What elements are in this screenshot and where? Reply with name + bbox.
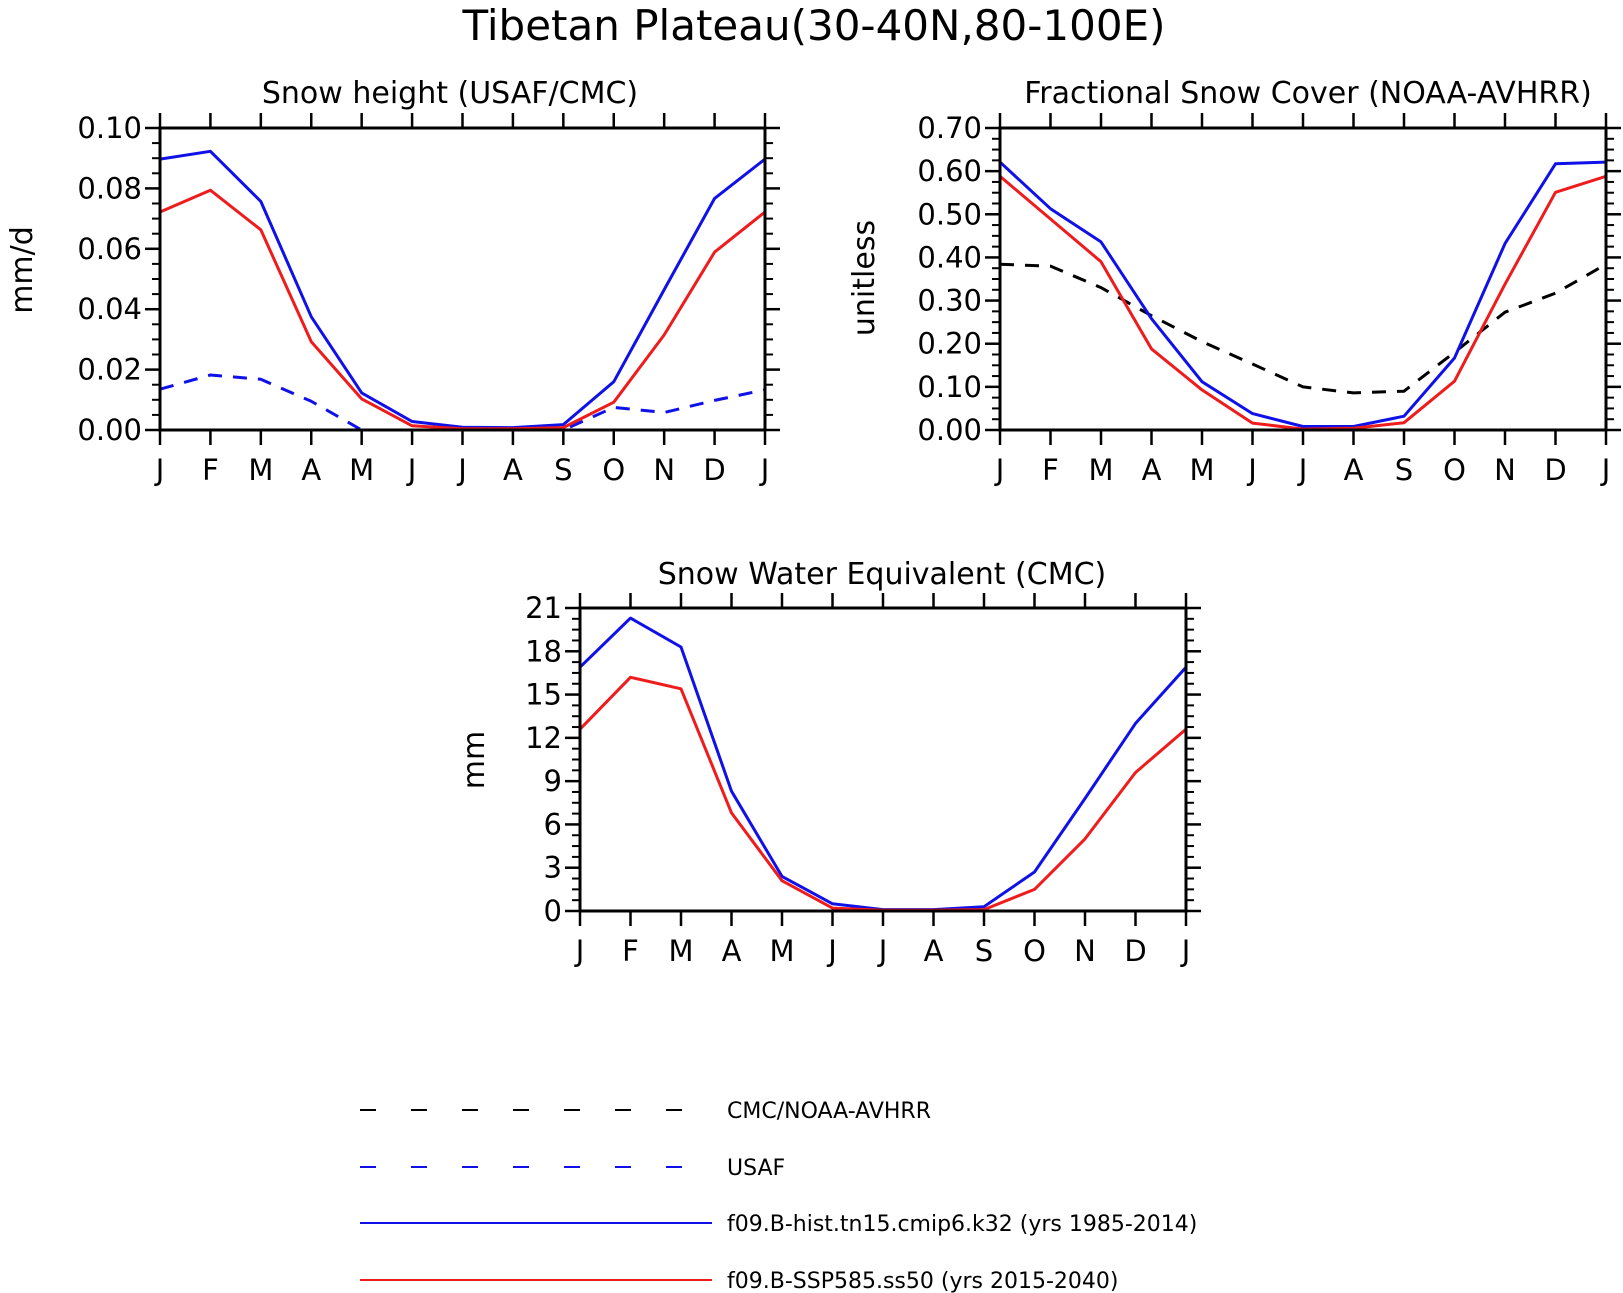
x-tick-label: M	[349, 453, 374, 487]
series-line	[1000, 174, 1606, 430]
y-tick-label: 0.30	[917, 284, 982, 318]
x-tick-label: N	[1494, 453, 1516, 487]
y-tick-label: 0	[544, 894, 562, 928]
x-tick-label: F	[622, 934, 639, 968]
series-line	[160, 373, 765, 430]
x-tick-label: M	[1189, 453, 1214, 487]
y-tick-label: 0.04	[77, 292, 142, 326]
y-tick-label: 0.70	[917, 111, 982, 145]
x-tick-label: N	[1074, 934, 1096, 968]
x-tick-label: A	[301, 453, 321, 487]
y-tick-label: 0.60	[917, 154, 982, 188]
x-tick-label: O	[602, 453, 625, 487]
y-tick-label: 0.40	[917, 240, 982, 274]
x-tick-label: A	[722, 934, 742, 968]
legend-label: USAF	[727, 1156, 785, 1181]
legend-label: f09.B-SSP585.ss50 (yrs 2015-2040)	[727, 1269, 1118, 1293]
series-group	[160, 149, 765, 430]
x-tick-label: M	[769, 934, 794, 968]
x-tick-label: D	[703, 453, 725, 487]
x-tick-label: D	[1124, 934, 1146, 968]
x-tick-label: A	[924, 934, 944, 968]
x-tick-label: A	[1344, 453, 1364, 487]
x-tick-label: J	[1246, 453, 1257, 487]
plot-area: J F M A M J J A S O N D J0.000.100.200.300.400.500.6…	[917, 111, 1621, 487]
figure-title: Tibetan Plateau(30-40N,80-100E)	[462, 1, 1166, 50]
y-tick-label: 0.08	[77, 171, 142, 205]
x-tick-label: J	[1600, 453, 1611, 487]
panel-title: Fractional Snow Cover (NOAA-AVHRR)	[1024, 76, 1592, 111]
x-tick-label: F	[202, 453, 219, 487]
series-group	[580, 616, 1186, 911]
y-tick-label: 0.20	[917, 327, 982, 361]
legend-label: CMC/NOAA-AVHRR	[727, 1099, 931, 1124]
x-tick-label: J	[406, 453, 417, 487]
plot-area: J F M A M J J A S O N D J0.000.020.040.060.080.10	[77, 111, 780, 487]
legend-entry-usaf: USAF	[360, 1156, 785, 1181]
y-axis-label: mm/d	[5, 226, 40, 314]
x-tick-label: J	[877, 934, 888, 968]
series-line	[160, 149, 765, 430]
y-tick-label: 0.02	[77, 353, 142, 387]
plot-frame	[998, 126, 1608, 432]
y-tick-label: 18	[525, 634, 562, 668]
y-axis-label: mm	[457, 731, 492, 789]
series-line	[580, 675, 1186, 911]
x-tick-label: M	[1088, 453, 1113, 487]
legend-label: f09.B-hist.tn15.cmip6.k32 (yrs 1985-2014…	[727, 1212, 1197, 1237]
x-tick-label: F	[1042, 453, 1059, 487]
legend-entry-cmc-noaa-avhrr: CMC/NOAA-AVHRR	[360, 1099, 931, 1124]
legend-entry-ssp585: f09.B-SSP585.ss50 (yrs 2015-2040)	[360, 1269, 1118, 1293]
x-tick-label: J	[456, 453, 467, 487]
x-tick-label: J	[826, 934, 837, 968]
y-tick-label: 0.06	[77, 232, 142, 266]
plot-frame	[578, 606, 1188, 913]
x-tick-label: O	[1443, 453, 1466, 487]
x-tick-label: S	[554, 453, 572, 487]
x-tick-label: S	[1395, 453, 1413, 487]
x-tick-label: O	[1023, 934, 1046, 968]
series-line	[580, 616, 1186, 911]
y-tick-label: 0.10	[917, 370, 982, 404]
x-tick-label: A	[1142, 453, 1162, 487]
y-tick-label: 6	[544, 807, 562, 841]
y-tick-label: 9	[544, 764, 562, 798]
x-tick-label: J	[994, 453, 1005, 487]
y-tick-label: 0.10	[77, 111, 142, 145]
x-tick-label: N	[653, 453, 675, 487]
x-tick-label: J	[1180, 934, 1191, 968]
fractional-snow-cover-panel: Fractional Snow Cover (NOAA-AVHRR) unitl…	[847, 76, 1621, 487]
panel-title: Snow height (USAF/CMC)	[262, 76, 638, 111]
x-tick-label: J	[759, 453, 770, 487]
y-tick-label: 0.00	[917, 413, 982, 447]
series-line	[160, 188, 765, 430]
legend: CMC/NOAA-AVHRR USAF f09.B-hist.tn15.cmip…	[360, 1099, 1197, 1293]
x-tick-label: J	[574, 934, 585, 968]
legend-entry-hist: f09.B-hist.tn15.cmip6.k32 (yrs 1985-2014…	[360, 1212, 1197, 1237]
y-axis-label: unitless	[847, 220, 882, 336]
x-tick-label: M	[668, 934, 693, 968]
y-tick-label: 0.50	[917, 197, 982, 231]
y-tick-label: 12	[525, 721, 562, 755]
plot-frame	[158, 126, 767, 432]
x-tick-label: J	[154, 453, 165, 487]
series-line	[1000, 262, 1606, 395]
y-tick-label: 21	[525, 591, 562, 625]
x-tick-label: D	[1544, 453, 1566, 487]
panel-title: Snow Water Equivalent (CMC)	[658, 557, 1106, 592]
series-line	[1000, 160, 1606, 428]
y-tick-label: 3	[544, 851, 562, 885]
x-tick-label: A	[503, 453, 523, 487]
x-tick-label: J	[1297, 453, 1308, 487]
series-group	[1000, 160, 1606, 430]
x-tick-label: S	[975, 934, 993, 968]
y-tick-label: 0.00	[77, 413, 142, 447]
x-tick-label: M	[248, 453, 273, 487]
y-tick-label: 15	[525, 678, 562, 712]
